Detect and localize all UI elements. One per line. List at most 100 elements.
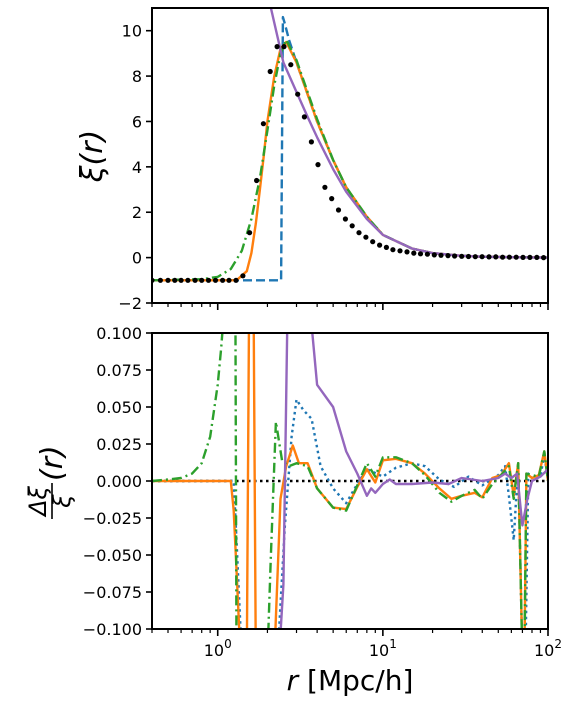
bottom-plot-frame bbox=[151, 332, 549, 630]
data-point bbox=[199, 277, 205, 283]
y-tick-label: 0.050 bbox=[96, 398, 142, 417]
y-tick-label: 0 bbox=[132, 249, 142, 268]
y-tick-label: 0.025 bbox=[96, 435, 142, 454]
data-point bbox=[295, 91, 301, 97]
top-series-group bbox=[152, 8, 548, 282]
bottom-xlabel: r [Mpc/h] bbox=[287, 664, 414, 697]
y-tick-label: −2 bbox=[118, 294, 142, 313]
xlabel-unit: [Mpc/h] bbox=[298, 664, 413, 697]
data-point bbox=[254, 177, 260, 184]
data-point bbox=[377, 242, 383, 248]
data-point bbox=[233, 277, 239, 283]
y-tick-label: 0.075 bbox=[96, 361, 142, 380]
data-point bbox=[322, 184, 328, 190]
x-tick-label: 102 bbox=[534, 637, 562, 660]
data-point bbox=[308, 139, 314, 145]
data-point bbox=[438, 252, 444, 258]
top-panel: −2 0 2 4 6 8 10 ξ(r) bbox=[75, 7, 549, 313]
top-ylabel: ξ(r) bbox=[75, 130, 110, 183]
data-point bbox=[445, 253, 451, 259]
data-point bbox=[165, 277, 171, 283]
data-point bbox=[541, 255, 547, 261]
data-point bbox=[212, 277, 219, 283]
bottom-series-1-line bbox=[152, 398, 548, 629]
data-point bbox=[370, 239, 376, 245]
data-point bbox=[486, 254, 492, 260]
data-point bbox=[424, 251, 430, 257]
data-point bbox=[397, 248, 403, 254]
y-tick-label: 2 bbox=[132, 203, 142, 222]
bottom-panel: −0.100 −0.075 −0.050 −0.025 0.000 0.025 0.050 0… bbox=[24, 324, 562, 697]
xlabel-variable: r bbox=[287, 664, 300, 697]
bottom-series-3-line bbox=[152, 333, 548, 629]
y-tick-label: 0.100 bbox=[96, 324, 142, 343]
y-tick-label: −0.100 bbox=[83, 620, 142, 639]
data-point bbox=[479, 254, 485, 260]
data-point bbox=[356, 230, 362, 236]
top-series-3-line bbox=[269, 8, 548, 259]
y-tick-label: 0.000 bbox=[96, 472, 142, 491]
data-point bbox=[390, 247, 396, 253]
data-point bbox=[465, 253, 472, 260]
data-point bbox=[226, 277, 232, 283]
bottom-axis-ticks: −0.100 −0.075 −0.050 −0.025 0.000 0.025 0.050 0… bbox=[83, 324, 562, 660]
data-point bbox=[329, 196, 335, 202]
data-point bbox=[178, 277, 184, 283]
data-point bbox=[452, 253, 458, 259]
data-point bbox=[301, 114, 307, 120]
data-point bbox=[260, 121, 266, 127]
data-point bbox=[349, 223, 355, 229]
bottom-series-4-line bbox=[279, 333, 548, 629]
top-plot-frame bbox=[151, 7, 549, 304]
data-point bbox=[417, 251, 424, 257]
data-point bbox=[534, 254, 540, 260]
y-tick-label: −0.075 bbox=[83, 583, 142, 602]
data-point bbox=[363, 234, 369, 240]
data-point bbox=[205, 277, 212, 283]
y-tick-label: 10 bbox=[122, 22, 142, 41]
data-point bbox=[411, 250, 417, 256]
data-point bbox=[383, 244, 389, 250]
data-point bbox=[315, 162, 321, 168]
top-series-1-line bbox=[152, 40, 548, 282]
x-tick-label: 101 bbox=[369, 637, 397, 660]
data-point bbox=[520, 254, 526, 260]
data-point bbox=[459, 253, 465, 259]
data-point bbox=[513, 254, 519, 260]
top-series-0-line bbox=[152, 15, 548, 282]
data-point bbox=[335, 207, 342, 213]
y-tick-label: −0.025 bbox=[83, 509, 142, 528]
data-point bbox=[274, 44, 280, 50]
y-tick-label: 4 bbox=[132, 158, 142, 177]
y-tick-label: −0.050 bbox=[83, 546, 142, 565]
data-point bbox=[404, 249, 410, 255]
data-point bbox=[500, 254, 506, 260]
bottom-ylabel-denominator: ξ bbox=[48, 494, 76, 509]
data-point bbox=[240, 273, 246, 279]
y-tick-label: 8 bbox=[132, 67, 142, 86]
data-point bbox=[267, 68, 273, 75]
top-series-2-line bbox=[152, 38, 548, 282]
data-point bbox=[288, 62, 294, 68]
bottom-ylabel-tail: (r) bbox=[35, 445, 70, 481]
data-point bbox=[431, 252, 437, 258]
y-tick-label: 6 bbox=[132, 112, 142, 131]
data-point bbox=[172, 277, 178, 283]
data-point bbox=[472, 254, 478, 260]
data-point bbox=[247, 230, 253, 236]
data-point bbox=[220, 277, 226, 283]
data-point bbox=[157, 277, 163, 283]
bottom-ylabel: Δξ ξ (r) bbox=[24, 445, 76, 519]
bottom-series-group bbox=[152, 333, 548, 629]
data-point bbox=[506, 254, 512, 260]
data-point bbox=[342, 216, 348, 222]
top-points-group bbox=[152, 44, 547, 283]
data-point bbox=[185, 277, 191, 283]
data-point bbox=[493, 254, 499, 260]
bottom-ylabel-numerator: Δξ bbox=[24, 485, 52, 517]
data-point bbox=[192, 277, 198, 283]
x-tick-label: 100 bbox=[204, 637, 232, 660]
data-point bbox=[281, 44, 287, 50]
data-point bbox=[527, 254, 533, 260]
